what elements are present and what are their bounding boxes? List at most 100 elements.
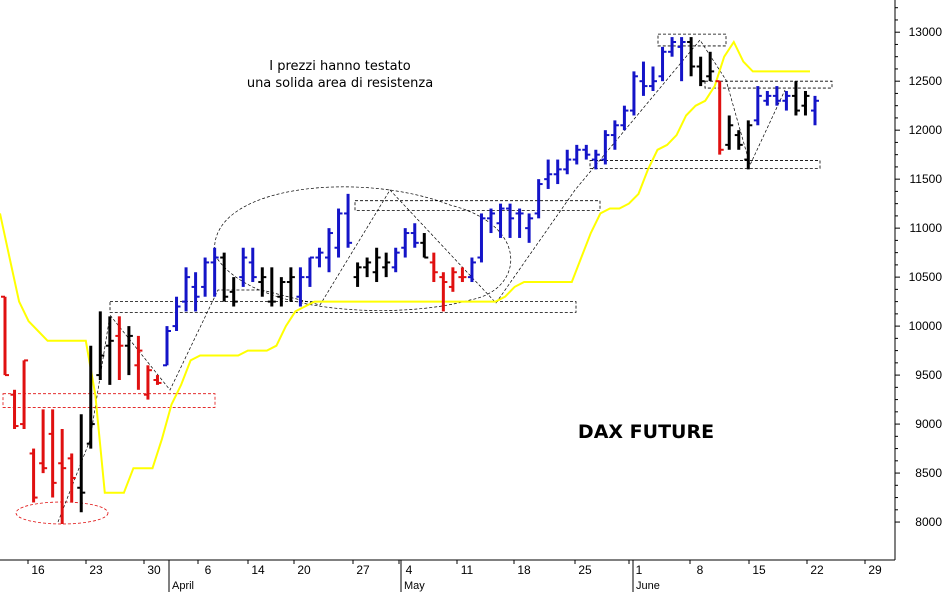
ohlc-bar	[334, 208, 343, 258]
resistance-zone	[704, 80, 833, 89]
ohlc-bar	[248, 247, 257, 283]
ohlc-bar	[191, 272, 200, 312]
x-tick-label: 25	[578, 563, 592, 577]
chart-title: DAX FUTURE	[578, 421, 714, 443]
ohlc-bar	[506, 203, 515, 238]
ohlc-bar	[677, 37, 686, 82]
ohlc-bar	[582, 144, 591, 160]
ohlc-bar	[477, 213, 486, 263]
ohlc-bar	[782, 90, 791, 111]
ohlc-bar	[363, 257, 372, 278]
ohlc-bar	[353, 262, 362, 287]
ohlc-bar	[267, 267, 276, 307]
overlay-line-group	[0, 39, 810, 494]
y-tick-label: 8000	[915, 515, 942, 529]
ohlc-bar	[344, 193, 353, 248]
y-tick-label: 9000	[915, 417, 942, 431]
ohlc-bar	[744, 120, 753, 170]
x-tick-label: 22	[810, 563, 824, 577]
ohlc-bar	[534, 179, 543, 219]
ohlc-bar	[239, 247, 248, 287]
ohlc-bar	[563, 149, 572, 175]
ohlc-bar	[134, 335, 143, 390]
ohlc-bar	[277, 277, 286, 307]
ohlc-bar	[734, 130, 743, 150]
x-month-label: April	[172, 580, 194, 592]
ohlc-bar	[325, 228, 333, 273]
ohlc-bar	[201, 257, 210, 297]
ohlc-bar	[429, 252, 438, 283]
ohlc-bar	[544, 159, 553, 189]
ohlc-bar	[382, 252, 391, 278]
ohlc-bar	[696, 56, 705, 87]
x-tick-label: 20	[297, 563, 311, 577]
x-month-label: June	[636, 580, 660, 592]
ohlc-bar	[315, 247, 324, 268]
x-tick-label: 16	[31, 563, 45, 577]
ohlc-bar	[420, 233, 429, 259]
x-tick-label: 14	[251, 563, 265, 577]
y-tick-label: 12000	[909, 123, 943, 137]
ohlc-bar	[706, 51, 715, 82]
ohlc-bar	[439, 272, 448, 312]
x-tick-label: 8	[697, 563, 704, 577]
x-tick-label: 27	[356, 563, 370, 577]
resistance-zone	[589, 160, 821, 169]
ohlc-bar	[668, 37, 677, 57]
ohlc-bar	[172, 296, 181, 332]
ohlc-bar	[124, 326, 133, 376]
ohlc-bar	[725, 115, 734, 150]
ohlc-bar	[458, 267, 467, 283]
y-tick-label: 11000	[910, 221, 943, 235]
y-tick-label: 12500	[909, 74, 943, 88]
ohlc-bar	[448, 267, 457, 292]
ohlc-bar	[791, 81, 800, 116]
ohlc-bar	[801, 90, 810, 116]
x-tick-label: 1	[636, 563, 643, 577]
ohlc-bar	[687, 37, 696, 77]
annotation-line-2: una solida area di resistenza	[247, 76, 433, 91]
ohlc-bar	[496, 203, 505, 238]
ohlc-bar	[639, 61, 648, 96]
overlay-line	[0, 39, 810, 494]
ohlc-bar	[96, 311, 105, 380]
ohlc-bar	[105, 316, 114, 385]
ohlc-bar	[658, 46, 667, 82]
ohlc-bar	[772, 86, 781, 106]
y-tick-label: 11500	[910, 172, 943, 186]
ohlc-bar	[305, 256, 314, 287]
ohlc-bar	[401, 228, 410, 258]
ohlc-bar	[10, 389, 19, 429]
ohlc-bar	[20, 359, 29, 429]
ohlc-bar	[649, 66, 657, 91]
ohlc-bar	[58, 428, 67, 525]
ohlc-bar	[86, 345, 95, 449]
ohlc-bar	[467, 257, 476, 283]
ohlc-bar	[372, 247, 381, 283]
ohlc-bar	[572, 144, 581, 165]
ohlc-bar	[515, 208, 524, 238]
ohlc-bar	[553, 159, 562, 185]
ohlc-bar	[601, 130, 610, 165]
ohlc-bar	[1, 295, 9, 377]
ohlc-bar	[220, 252, 229, 302]
ohlc-bar	[77, 414, 86, 513]
ohlc-bar	[620, 105, 629, 131]
ohlc-bar	[487, 208, 495, 234]
top-ellipse	[214, 186, 512, 311]
ohlc-bar	[48, 409, 57, 498]
ohlc-bar	[67, 453, 76, 503]
y-tick-label: 10500	[909, 270, 943, 284]
ohlc-bar	[210, 247, 219, 297]
y-tick-label: 9500	[915, 368, 942, 382]
ohlc-bar	[753, 86, 762, 126]
x-tick-label: 4	[406, 563, 413, 577]
y-tick-label: 10000	[909, 319, 943, 333]
ohlc-bar	[182, 267, 191, 312]
ohlc-bar	[296, 267, 305, 307]
ohlc-bar	[811, 95, 819, 126]
x-tick-label: 23	[89, 563, 103, 577]
ohlc-bar	[591, 149, 600, 170]
y-tick-label: 8500	[915, 466, 942, 480]
